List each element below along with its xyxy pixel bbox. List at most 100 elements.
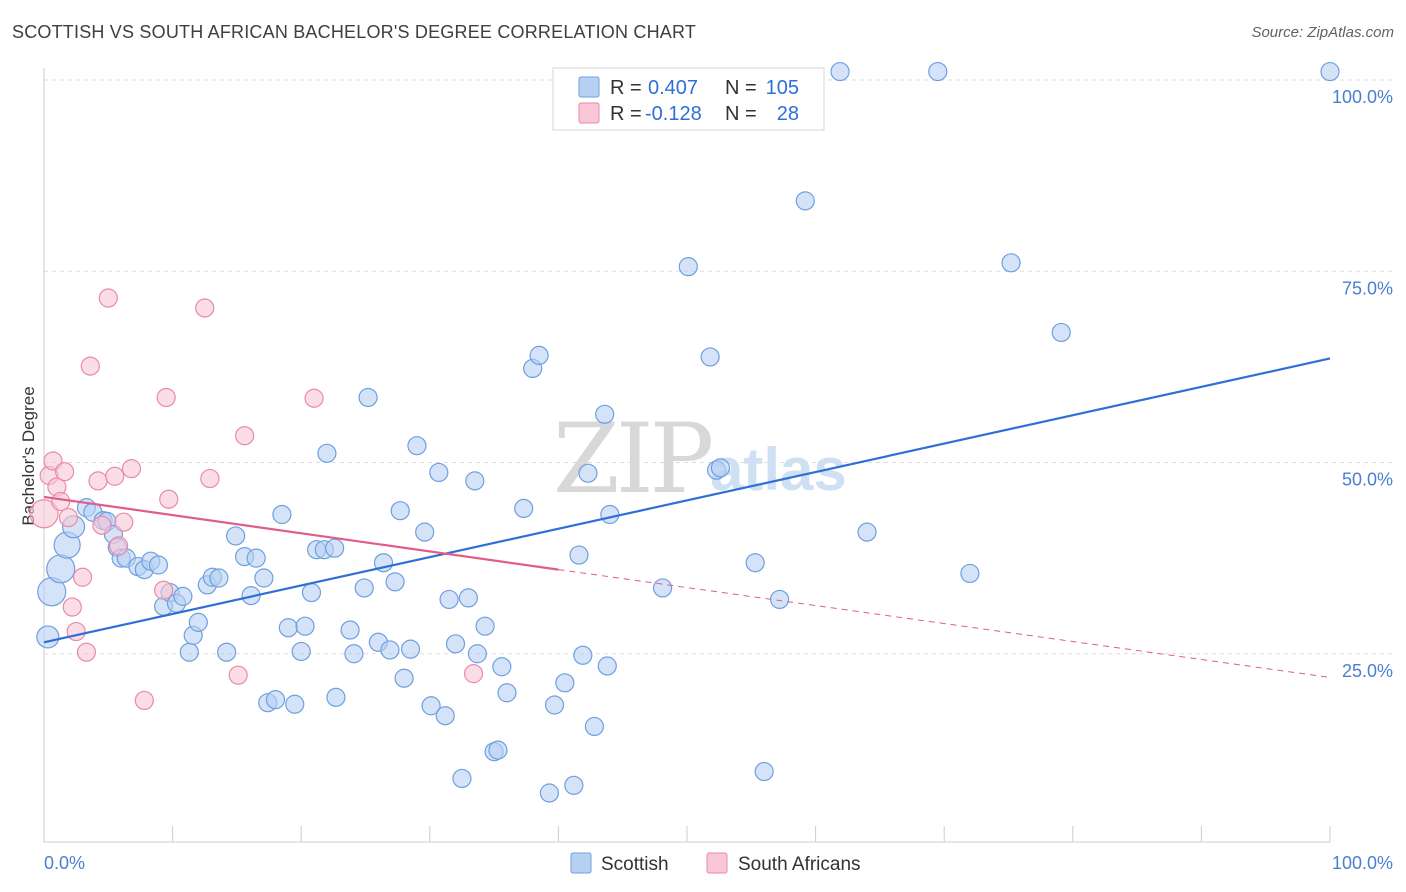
data-point	[584, 716, 605, 737]
data-point	[544, 695, 565, 715]
series-legend: Scottish South Africans	[570, 852, 861, 875]
data-point	[1001, 253, 1021, 273]
data-point	[390, 501, 410, 521]
bottom-legend-swatch-scottish	[570, 852, 592, 874]
y-tick-label-25: 25.0%	[1342, 661, 1393, 681]
watermark-zip: ZIP	[553, 403, 712, 515]
data-point	[429, 462, 449, 483]
data-point	[179, 642, 199, 662]
data-point	[265, 690, 286, 710]
data-point	[452, 768, 472, 789]
data-point	[295, 616, 315, 636]
data-point	[76, 642, 97, 662]
gridlines	[44, 79, 1392, 655]
data-point	[121, 459, 142, 479]
data-points	[29, 61, 1340, 803]
data-point	[458, 588, 478, 608]
data-point	[58, 507, 79, 528]
data-point	[235, 426, 255, 446]
data-point	[539, 783, 559, 803]
data-point	[769, 589, 790, 610]
data-point	[488, 740, 508, 760]
data-point	[29, 499, 59, 529]
bottom-legend-swatch-south-africans	[706, 852, 728, 874]
data-point	[1320, 61, 1340, 82]
data-point	[830, 61, 850, 82]
data-point	[153, 580, 174, 600]
data-point	[344, 644, 364, 664]
data-point	[80, 356, 100, 376]
trend-line-south-africans	[43, 495, 559, 571]
data-point	[173, 586, 193, 606]
data-point	[492, 657, 512, 677]
data-point	[529, 345, 549, 365]
data-point	[66, 621, 86, 642]
data-point	[278, 618, 298, 638]
data-point	[597, 656, 617, 676]
data-point	[1051, 322, 1071, 343]
data-point	[317, 443, 337, 463]
data-point	[285, 694, 305, 714]
data-point	[188, 612, 208, 632]
data-point	[435, 706, 455, 726]
legend-r-label-2: R =	[610, 103, 642, 125]
data-point	[385, 572, 405, 592]
data-point	[578, 463, 598, 483]
data-point	[754, 761, 774, 782]
y-tick-label-75: 75.0%	[1342, 278, 1393, 298]
chart-source: Source: ZipAtlas.com	[1251, 24, 1394, 41]
data-point	[325, 538, 345, 558]
legend-n-value-1: 105	[766, 77, 799, 99]
data-point	[72, 567, 93, 587]
data-point	[272, 504, 292, 525]
data-point	[304, 388, 324, 408]
data-point	[928, 61, 948, 82]
trend-line-south-africans-extension	[558, 569, 1331, 678]
data-point	[407, 436, 427, 456]
data-point	[354, 578, 374, 598]
data-point	[195, 298, 215, 318]
data-point	[200, 468, 220, 489]
data-point	[652, 578, 673, 598]
data-point	[415, 522, 435, 542]
data-point	[600, 504, 620, 525]
data-point	[134, 690, 154, 711]
data-point	[595, 404, 615, 424]
trend-line-scottish	[43, 357, 1331, 644]
legend-n-label-1: N =	[725, 77, 757, 99]
data-point	[745, 553, 765, 573]
data-point	[795, 191, 815, 211]
data-point	[105, 466, 125, 486]
data-point	[301, 582, 322, 603]
y-axis-label: Bachelor's Degree	[19, 386, 38, 525]
data-point	[555, 673, 575, 693]
data-point	[857, 522, 877, 542]
legend-r-label-1: R =	[610, 77, 642, 99]
y-tick-label-100: 100.0%	[1332, 87, 1393, 107]
data-point	[467, 644, 487, 664]
legend-n-label-2: N =	[725, 103, 757, 125]
data-point	[51, 491, 71, 512]
legend-n-value-2: 28	[777, 103, 799, 125]
data-point	[445, 634, 466, 654]
data-point	[960, 563, 980, 584]
data-point	[340, 620, 360, 640]
data-point	[569, 545, 589, 565]
legend-swatch-scottish	[578, 76, 600, 98]
data-point	[114, 512, 134, 532]
data-point	[497, 683, 517, 703]
trend-lines	[43, 357, 1331, 678]
data-point	[564, 775, 584, 795]
x-tick-label-max: 100.0%	[1332, 853, 1393, 873]
y-tick-label-50: 50.0%	[1342, 470, 1393, 490]
data-point	[156, 387, 176, 408]
data-point	[463, 664, 484, 684]
data-point	[465, 471, 485, 491]
data-point	[88, 471, 108, 491]
data-point	[394, 668, 414, 688]
data-point	[62, 597, 82, 617]
data-point	[228, 665, 248, 685]
data-point	[291, 641, 311, 662]
bottom-legend-label-scottish: Scottish	[601, 854, 669, 875]
data-point	[400, 639, 421, 659]
